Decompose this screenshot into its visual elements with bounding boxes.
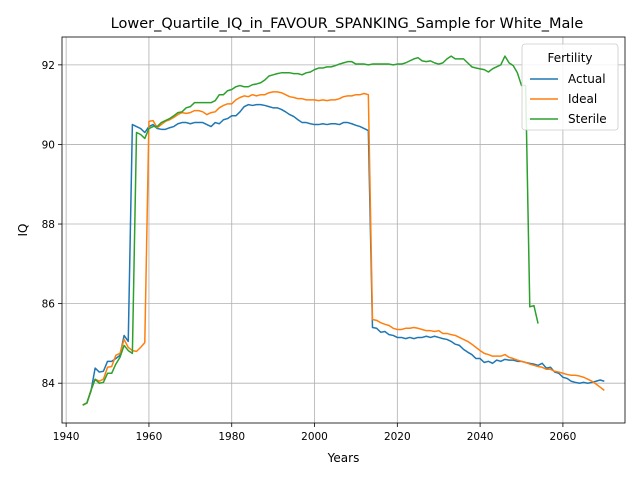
series-line-actual: [82, 103, 605, 406]
axis-ticks: 1940 1960 1980 2000 2020 2040 2060 84 86 88 90 92: [42, 60, 577, 443]
series-lines: [82, 55, 605, 406]
y-tick-label: 92: [42, 60, 55, 72]
x-tick-label: 2020: [384, 431, 411, 443]
x-tick-label: 2000: [301, 431, 328, 443]
x-axis-label: Years: [327, 451, 360, 465]
y-tick-label: 86: [42, 299, 56, 311]
y-tick-label: 88: [42, 219, 55, 231]
legend: Fertility Actual Ideal Sterile: [521, 43, 619, 131]
chart-title: Lower_Quartile_IQ_in_FAVOUR_SPANKING_Sam…: [111, 16, 584, 32]
x-tick-label: 1980: [218, 431, 245, 443]
legend-label-actual: Actual: [568, 72, 606, 86]
legend-entries: Actual Ideal Sterile: [530, 72, 607, 126]
y-tick-label: 90: [42, 139, 55, 151]
x-tick-label: 2060: [550, 431, 577, 443]
legend-label-sterile: Sterile: [568, 112, 607, 126]
grid-lines: [62, 37, 625, 423]
y-tick-label: 84: [42, 378, 56, 390]
series-line-ideal: [82, 91, 605, 406]
series-line-sterile: [82, 55, 539, 406]
x-tick-label: 1940: [53, 431, 80, 443]
y-axis-label: IQ: [16, 224, 30, 237]
legend-box: [521, 43, 619, 131]
x-tick-label: 2040: [467, 431, 494, 443]
plot-frame: [61, 36, 626, 424]
legend-title: Fertility: [547, 51, 592, 65]
legend-label-ideal: Ideal: [568, 92, 597, 106]
x-tick-label: 1960: [136, 431, 163, 443]
